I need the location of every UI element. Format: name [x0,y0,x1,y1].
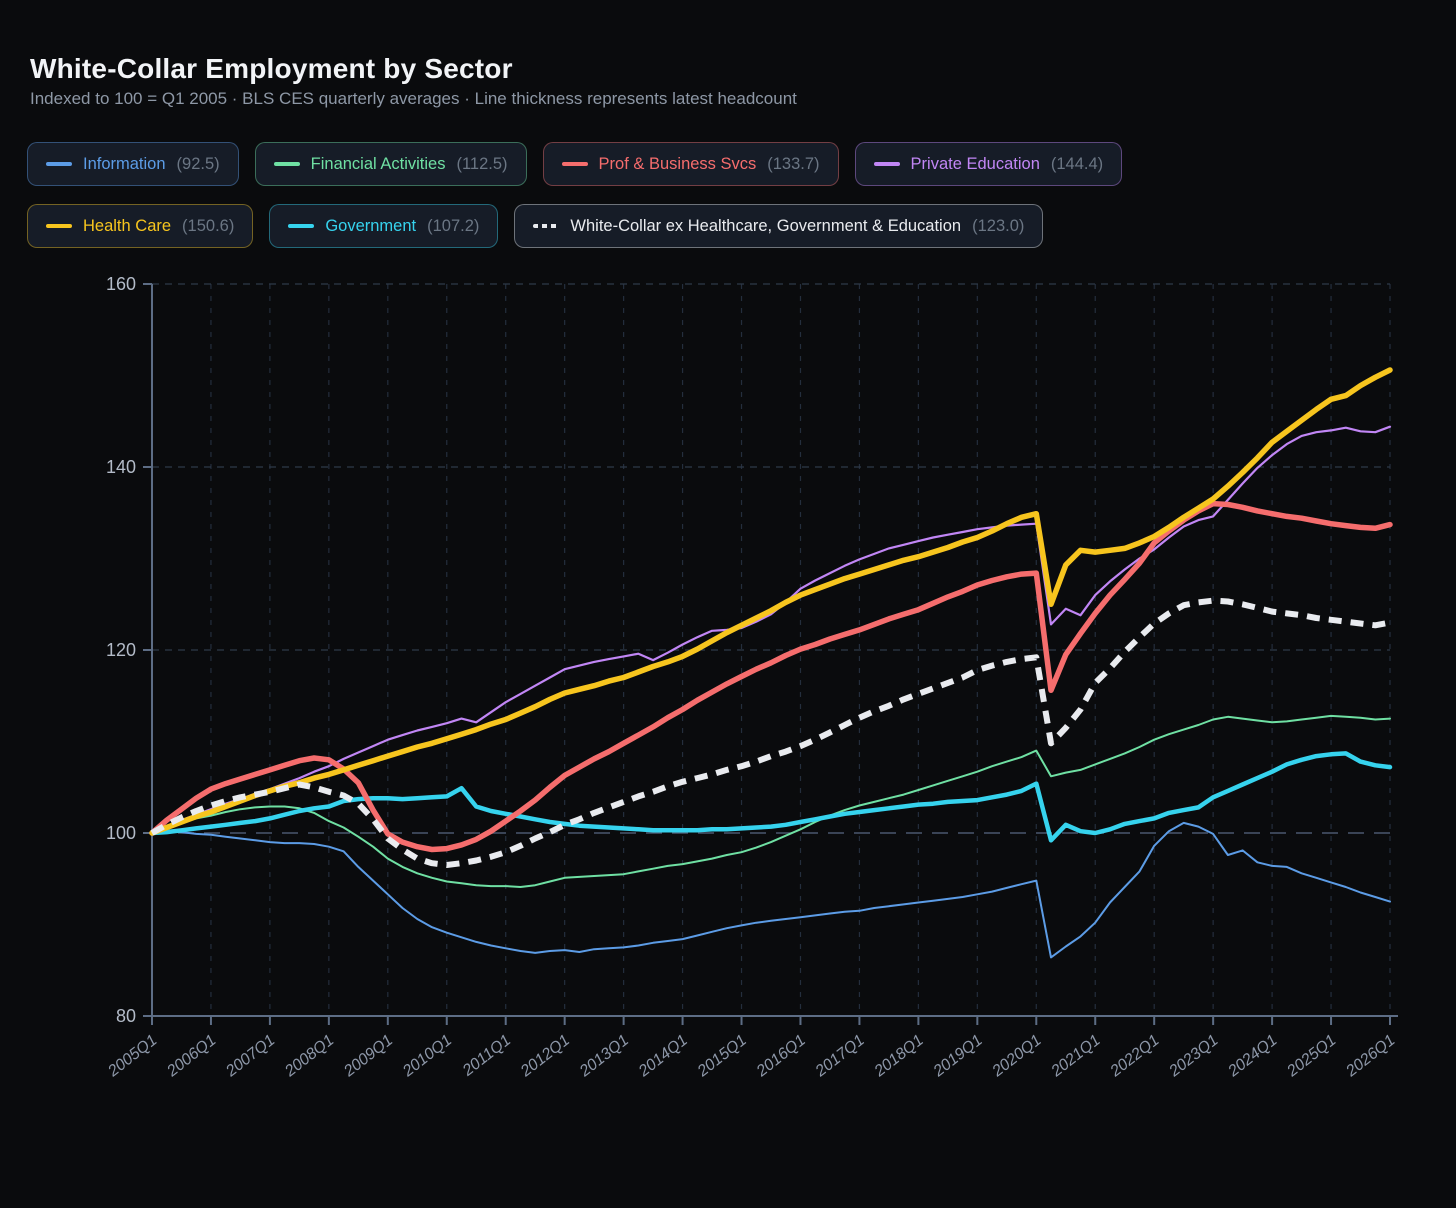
white-collar-ex-dashed-swatch-icon [533,224,560,228]
svg-text:2010Q1: 2010Q1 [399,1032,455,1081]
series-line-prof_business [149,500,1393,853]
financial-line-swatch-icon [273,162,300,166]
x-axis-labels: 2005Q1 2006Q1 2007Q1 2008Q1 2009Q1 2010Q1 2011… [104,1016,1398,1081]
svg-text:80: 80 [116,1006,136,1026]
legend-label: Prof & Business Svcs [598,154,757,173]
svg-text:2022Q1: 2022Q1 [1107,1032,1163,1081]
svg-text:2024Q1: 2024Q1 [1224,1032,1280,1081]
legend-value: (133.7) [767,154,820,173]
legend-value: (150.6) [182,216,235,235]
legend-value: (92.5) [176,154,220,173]
legend-label: White-Collar ex Healthcare, Government &… [570,216,962,235]
series-line-white_collar_ex [150,597,1391,868]
svg-text:2023Q1: 2023Q1 [1165,1032,1221,1081]
svg-text:2014Q1: 2014Q1 [635,1032,691,1081]
svg-text:2021Q1: 2021Q1 [1048,1032,1104,1081]
svg-text:2018Q1: 2018Q1 [871,1032,927,1081]
legend-label: Government [325,216,417,235]
legend-value: (144.4) [1050,154,1104,173]
svg-text:2011Q1: 2011Q1 [459,1032,514,1080]
prof-business-line-swatch-icon [561,162,588,166]
legend-chip-private-education[interactable]: Private Education (144.4) [854,142,1123,186]
legend-chip-financial-activities[interactable]: Financial Activities (112.5) [254,142,527,186]
svg-text:120: 120 [106,640,136,660]
svg-text:2016Q1: 2016Q1 [753,1032,809,1081]
series-line-government [149,751,1393,843]
svg-text:2007Q1: 2007Q1 [222,1032,278,1081]
svg-text:2015Q1: 2015Q1 [694,1032,750,1081]
legend-value: (123.0) [972,216,1025,235]
svg-text:2017Q1: 2017Q1 [812,1032,868,1081]
legend-value: (107.2) [427,216,480,235]
legend-label: Information [83,154,166,173]
series-line-financial [151,714,1391,888]
svg-text:2009Q1: 2009Q1 [340,1032,396,1081]
legend-chip-health-care[interactable]: Health Care (150.6) [27,204,254,248]
svg-text:2025Q1: 2025Q1 [1283,1032,1339,1081]
svg-text:2006Q1: 2006Q1 [163,1032,219,1081]
legend-row-2: Health Care (150.6) Government (107.2) W… [27,204,1437,248]
legend-label: Financial Activities [310,154,446,173]
svg-text:2005Q1: 2005Q1 [104,1032,160,1081]
legend-value: (112.5) [456,154,508,173]
svg-text:100: 100 [106,823,136,843]
information-line-swatch-icon [46,162,72,166]
legend-row-1: Information (92.5) Financial Activities … [27,142,1437,186]
series-line-information [151,821,1391,959]
svg-text:2012Q1: 2012Q1 [517,1032,573,1081]
horizontal-gridlines [152,283,1390,1017]
vertical-gridlines [151,284,1391,1016]
legend-label: Private Education [910,154,1040,173]
svg-text:160: 160 [106,274,136,294]
svg-text:2019Q1: 2019Q1 [930,1032,986,1081]
series-line-private_education [150,425,1392,835]
private-education-line-swatch-icon [873,162,900,166]
svg-text:2008Q1: 2008Q1 [281,1032,337,1081]
svg-text:140: 140 [106,457,136,477]
svg-text:2020Q1: 2020Q1 [989,1032,1045,1081]
legend-chip-white-collar-ex[interactable]: White-Collar ex Healthcare, Government &… [514,204,1044,248]
legend-chip-prof-business-svcs[interactable]: Prof & Business Svcs (133.7) [542,142,839,186]
government-line-swatch-icon [288,224,315,228]
y-axis-labels: 80 100 120 140 160 [106,274,152,1026]
health-care-line-swatch-icon [46,224,72,228]
page-title: White-Collar Employment by Sector [30,52,513,84]
legend-chip-information[interactable]: Information (92.5) [27,142,239,186]
series-line-health_care [149,367,1393,836]
svg-text:2013Q1: 2013Q1 [576,1032,632,1081]
legend-label: Health Care [83,216,172,235]
svg-text:2026Q1: 2026Q1 [1342,1032,1398,1081]
legend-chip-government[interactable]: Government (107.2) [269,204,499,248]
legend: Information (92.5) Financial Activities … [27,142,1437,266]
chart-subtitle: Indexed to 100 = Q1 2005 · BLS CES quart… [30,89,797,108]
